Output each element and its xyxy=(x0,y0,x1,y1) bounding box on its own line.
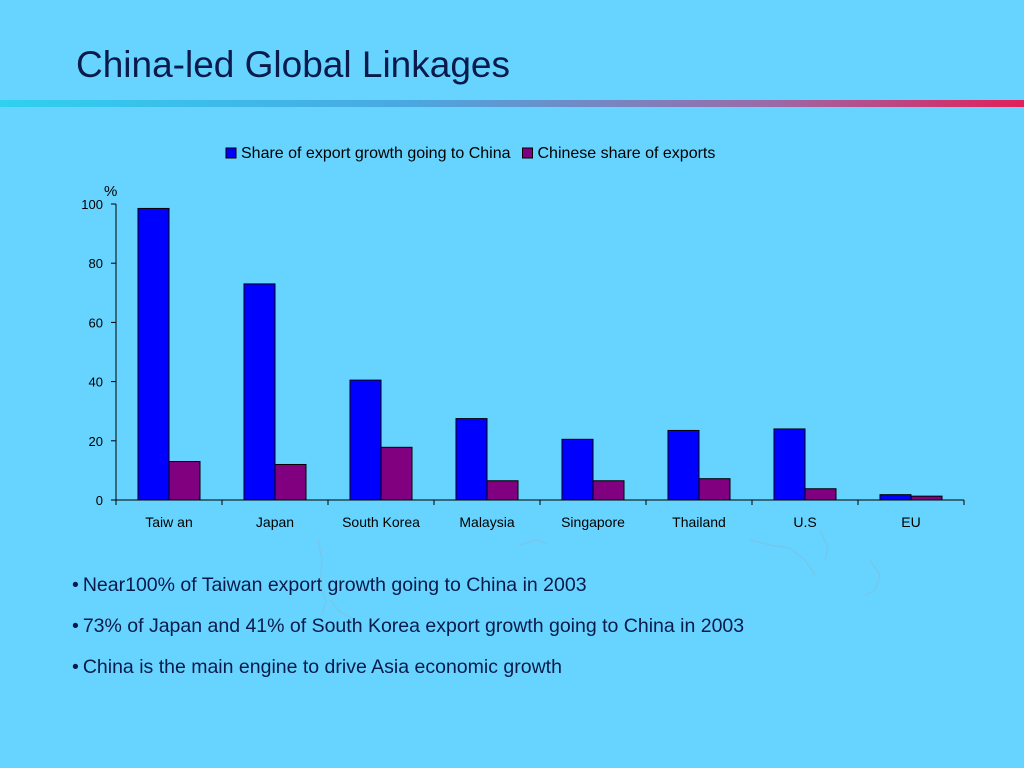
bar-chinese-share xyxy=(592,480,625,501)
y-tick-label: 80 xyxy=(89,256,103,271)
x-tick-label: U.S xyxy=(793,514,816,530)
bullet-marker: • xyxy=(72,615,79,637)
bullet-text: 73% of Japan and 41% of South Korea expo… xyxy=(82,615,745,637)
bullet-marker: • xyxy=(72,656,79,678)
bar-chinese-share xyxy=(168,461,201,501)
y-tick-label: 0 xyxy=(96,493,103,508)
bar-export-growth xyxy=(137,207,170,501)
y-axis-label: % xyxy=(104,183,117,200)
bullet-item: • Near100% of Taiwan export growth going … xyxy=(72,572,744,613)
bar-chinese-share xyxy=(380,446,413,501)
bar-chinese-share xyxy=(804,488,837,501)
bar-export-growth xyxy=(455,418,488,501)
legend-swatch xyxy=(225,147,237,159)
title-divider xyxy=(0,100,1024,107)
y-tick-label: 20 xyxy=(89,434,103,449)
x-tick-label: Japan xyxy=(256,514,294,530)
legend-swatch xyxy=(522,147,533,159)
bar-export-growth xyxy=(349,379,382,501)
bar-export-growth xyxy=(879,494,912,501)
y-tick-label: 40 xyxy=(89,375,103,390)
bullet-marker: • xyxy=(72,574,79,596)
x-tick-label: Taiw an xyxy=(145,514,192,530)
bullet-item: • China is the main engine to drive Asia … xyxy=(72,654,744,695)
bar-chart: 0 20 40 60 80 100% Taiw an Japan South Korea Mala… xyxy=(81,145,965,530)
bar-export-growth xyxy=(243,283,276,501)
x-tick-label: South Korea xyxy=(342,514,420,530)
bar-export-growth xyxy=(561,438,594,501)
legend-label: Chinese share of exports xyxy=(538,145,716,162)
x-tick-label: Singapore xyxy=(561,514,625,530)
bar-chinese-share xyxy=(698,478,731,501)
legend-label: Share of export growth going to China xyxy=(241,145,511,162)
chart-container: 0 20 40 60 80 100% Taiw an Japan South Korea Mala… xyxy=(0,130,1024,550)
x-tick-label: Malaysia xyxy=(459,514,514,530)
bullet-text: Near100% of Taiwan export growth going t… xyxy=(82,574,587,596)
bullet-item: • 73% of Japan and 41% of South Korea exp… xyxy=(72,613,744,654)
x-tick-label: Thailand xyxy=(672,514,726,530)
bar-export-growth xyxy=(773,428,806,501)
bullet-list: • Near100% of Taiwan export growth going … xyxy=(72,572,744,695)
bar-chinese-share xyxy=(910,495,943,501)
bar-chinese-share xyxy=(486,480,519,501)
x-tick-label: EU xyxy=(901,514,920,530)
y-tick-label: 100 xyxy=(81,197,103,212)
y-tick-label: 60 xyxy=(89,315,103,330)
slide-title: China-led Global Linkages xyxy=(76,44,510,85)
bullet-text: China is the main engine to drive Asia e… xyxy=(82,656,562,678)
bar-export-growth xyxy=(667,429,700,501)
bar-chinese-share xyxy=(274,463,307,501)
